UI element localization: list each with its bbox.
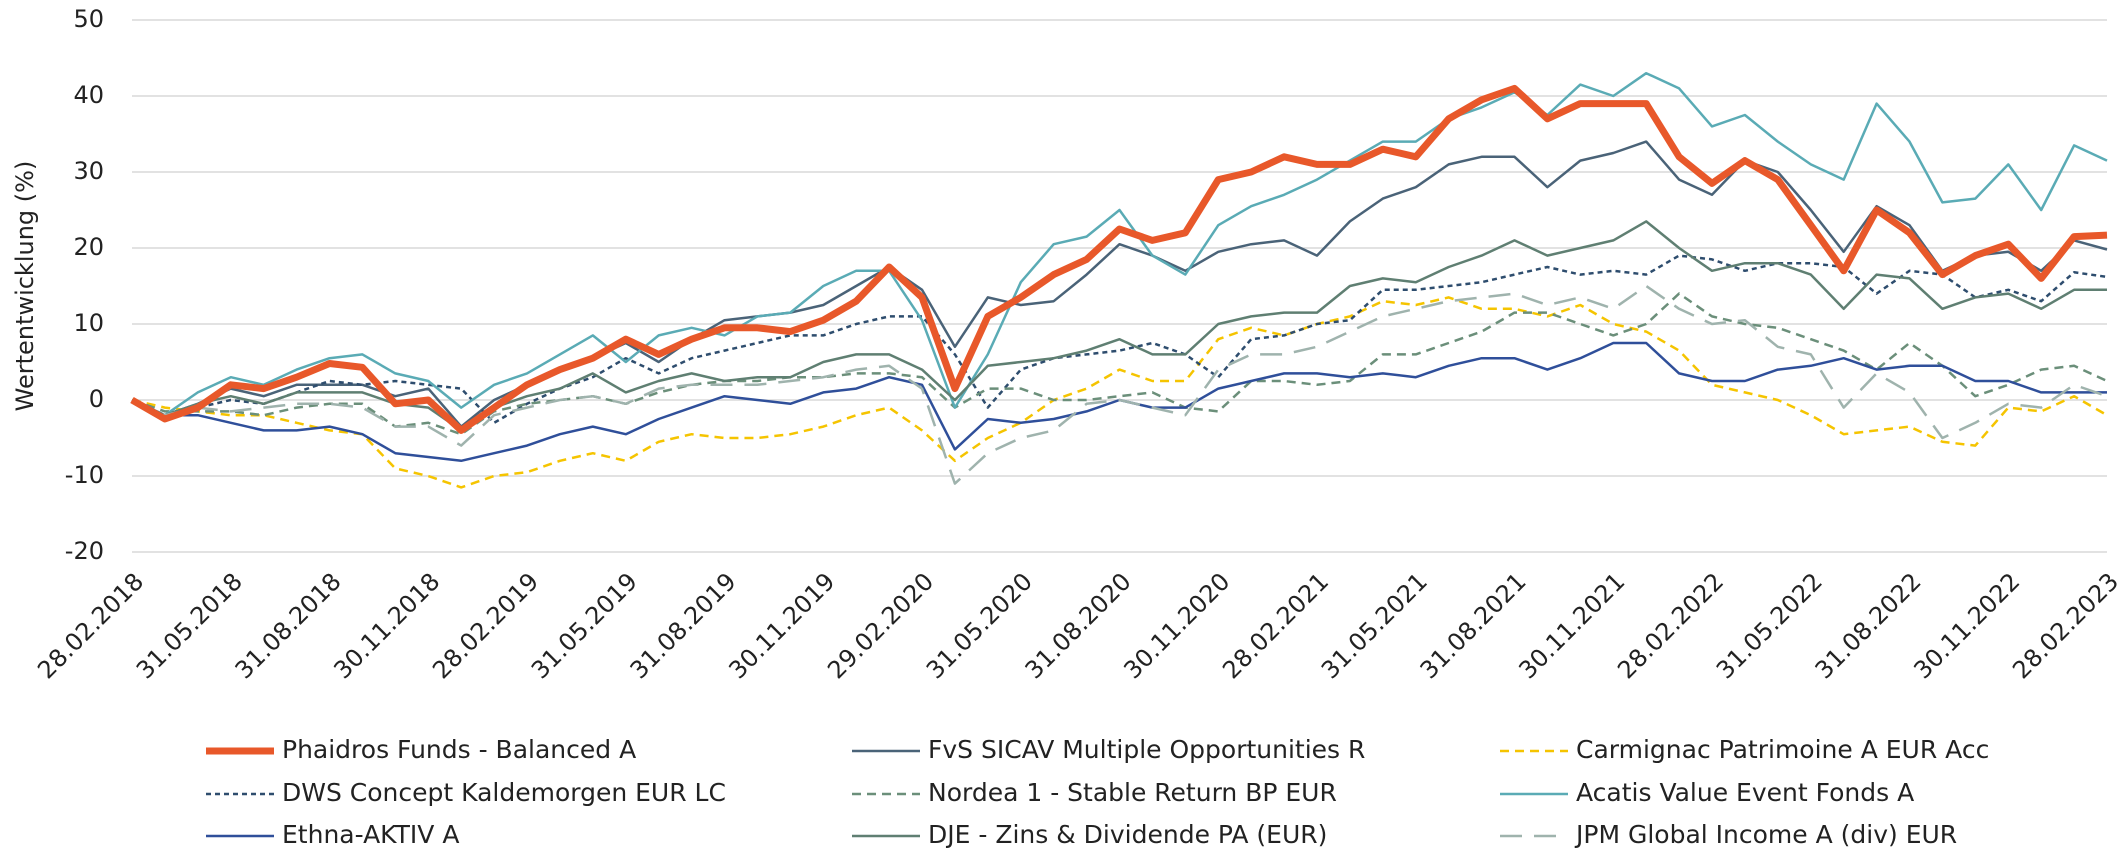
y-tick-label: -10 — [65, 461, 104, 489]
grid: -20 -10 0 10 20 30 40 50 — [65, 5, 2107, 565]
x-tick-label: 31.08.2019 — [625, 567, 742, 684]
x-tick-label: 30.11.2019 — [723, 567, 840, 684]
series-line — [131, 71, 2108, 417]
x-tick-label: 31.05.2020 — [921, 567, 1038, 684]
legend-label: Nordea 1 - Stable Return BP EUR — [928, 778, 1337, 807]
legend-label: Acatis Value Event Fonds A — [1576, 778, 1914, 807]
legend-label: Ethna-AKTIV A — [282, 820, 459, 849]
legend-label: JPM Global Income A (div) EUR — [1574, 820, 1957, 849]
legend-label: DJE - Zins & Dividende PA (EUR) — [928, 820, 1327, 849]
y-tick-label: 50 — [73, 5, 104, 33]
x-tick-label: 31.05.2018 — [131, 567, 248, 684]
x-tick-label: 28.02.2022 — [1612, 567, 1729, 684]
x-tick-label: 31.08.2021 — [1415, 567, 1532, 684]
x-tick-label: 28.02.2018 — [32, 567, 149, 684]
x-tick-label: 30.11.2022 — [1908, 567, 2025, 684]
x-tick-label: 28.02.2021 — [1217, 567, 1334, 684]
x-tick-label: 30.11.2018 — [328, 567, 445, 684]
legend-label: DWS Concept Kaldemorgen EUR LC — [282, 778, 726, 807]
x-tick-label: 31.08.2020 — [1020, 567, 1137, 684]
legend-label: Phaidros Funds - Balanced A — [282, 735, 636, 764]
x-tick-label: 31.05.2021 — [1316, 567, 1433, 684]
y-tick-label: 20 — [73, 233, 104, 261]
x-tick-label: 30.11.2021 — [1513, 567, 1630, 684]
legend-label: FvS SICAV Multiple Opportunities R — [928, 735, 1365, 764]
x-tick-label: 31.05.2022 — [1711, 567, 1828, 684]
x-tick-label: 31.08.2018 — [230, 567, 347, 684]
x-tick-label: 31.08.2022 — [1810, 567, 1927, 684]
y-axis-label: Wertentwicklung (%) — [11, 161, 39, 412]
x-tick-label: 28.02.2019 — [427, 567, 544, 684]
series-line — [131, 292, 2108, 436]
y-tick-label: 30 — [73, 157, 104, 185]
x-tick-label: 31.05.2019 — [526, 567, 643, 684]
series-line — [131, 284, 2108, 485]
legend-label: Carmignac Patrimoine A EUR Acc — [1576, 735, 1989, 764]
y-tick-label: 0 — [89, 385, 104, 413]
x-tick-label: 28.02.2023 — [2007, 567, 2124, 684]
x-tick-label: 30.11.2020 — [1118, 567, 1235, 684]
y-tick-label: -20 — [65, 537, 104, 565]
series-line — [130, 84, 2108, 434]
x-axis-labels: 28.02.201831.05.201831.08.201830.11.2018… — [32, 567, 2124, 684]
x-tick-label: 29.02.2020 — [822, 567, 939, 684]
series-line — [131, 140, 2108, 428]
legend: Phaidros Funds - Balanced A FvS SICAV Mul… — [206, 735, 1989, 849]
y-tick-label: 10 — [73, 309, 104, 337]
lines — [130, 71, 2108, 489]
y-tick-label: 40 — [73, 81, 104, 109]
series-line — [131, 296, 2108, 489]
